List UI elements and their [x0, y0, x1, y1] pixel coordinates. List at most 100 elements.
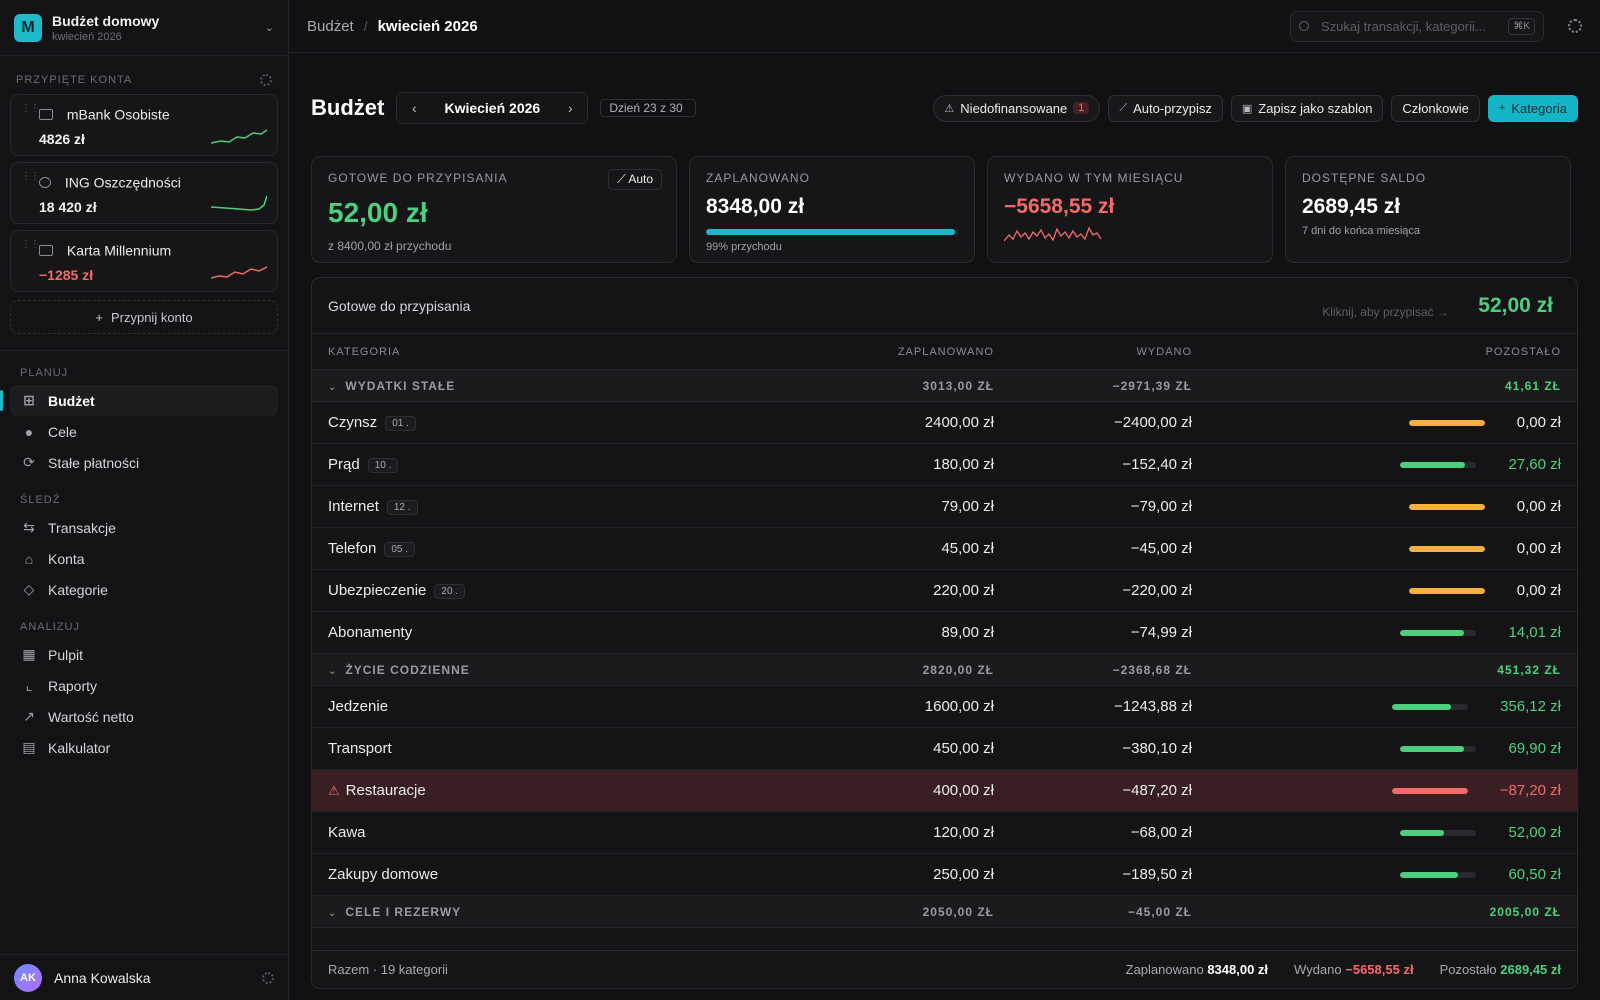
- drag-handle-icon[interactable]: ⋮⋮: [21, 171, 40, 182]
- remaining-cell: 356,12 zł: [1192, 698, 1577, 715]
- spent-cell: −189,50 zł: [1122, 866, 1192, 883]
- planned-cell[interactable]: 220,00 zł: [933, 582, 994, 599]
- usage-progress-bar: [1400, 829, 1477, 836]
- usage-progress-bar: [1392, 703, 1469, 710]
- nav-item-transactions[interactable]: ⇆ Transakcje: [10, 512, 278, 543]
- nav-item-reports[interactable]: ⌞ Raporty: [10, 670, 278, 701]
- column-header-planned[interactable]: ZAPLANOWANO: [897, 345, 994, 358]
- column-header-remaining[interactable]: POZOSTAŁO: [1485, 345, 1561, 358]
- remaining-cell: 52,00 zł: [1192, 824, 1577, 841]
- table-row[interactable]: Ubezpieczenie 20 . 220,00 zł −220,00 zł 0,00…: [312, 570, 1577, 612]
- column-header-category[interactable]: KATEGORIA: [328, 345, 401, 358]
- settings-icon[interactable]: [262, 971, 274, 984]
- bank-icon: ⌂: [24, 550, 34, 567]
- drag-handle-icon[interactable]: ⋮⋮: [21, 103, 40, 114]
- remaining-amount: 0,00 zł: [1516, 414, 1561, 431]
- card-value: −5658,55 zł: [1004, 195, 1115, 218]
- table-row[interactable]: Zakupy domowe 250,00 zł −189,50 zł 60,50 zł: [312, 854, 1577, 896]
- auto-button[interactable]: ⟋ Auto: [608, 169, 662, 190]
- planned-cell[interactable]: 120,00 zł: [933, 824, 994, 841]
- table-row[interactable]: Internet 12 . 79,00 zł −79,00 zł 0,00 zł: [312, 486, 1577, 528]
- planned-cell[interactable]: 89,00 zł: [941, 624, 994, 641]
- nav-item-goals[interactable]: ● Cele: [10, 416, 278, 447]
- add-category-button[interactable]: + Kategoria: [1487, 94, 1578, 122]
- nav-section-track: ŚLEDŹ: [20, 494, 61, 506]
- chevron-left-icon[interactable]: ‹: [411, 100, 417, 116]
- table-row[interactable]: Abonamenty 89,00 zł −74,99 zł 14,01 zł: [312, 612, 1577, 654]
- chevron-down-icon[interactable]: ⌄: [264, 22, 274, 34]
- usage-progress-bar: [1400, 745, 1477, 752]
- sidebar: M Budżet domowy kwiecień 2026 ⌄ PRZYPIĘT…: [0, 0, 289, 1000]
- planned-cell[interactable]: 1600,00 zł: [924, 698, 994, 715]
- nav-item-categories[interactable]: ◇ Kategorie: [10, 574, 278, 605]
- settings-icon[interactable]: [260, 74, 272, 86]
- planned-cell[interactable]: 450,00 zł: [933, 740, 994, 757]
- category-cell: Ubezpieczenie 20 .: [312, 582, 782, 599]
- planned-cell[interactable]: 400,00 zł: [933, 782, 994, 799]
- workspace-switcher[interactable]: M Budżet domowy kwiecień 2026 ⌄: [0, 0, 288, 56]
- category-group-row[interactable]: ⌄ WYDATKI STAŁE 3013,00 ZŁ −2971,39 ZŁ 41,61…: [312, 370, 1577, 402]
- chevron-down-icon[interactable]: ⌄: [328, 665, 338, 677]
- nav-item-net-worth[interactable]: ↗ Wartość netto: [10, 701, 278, 732]
- avatar: AK: [14, 963, 42, 992]
- ready-to-assign-row[interactable]: Gotowe do przypisania Kliknij, aby przyp…: [312, 278, 1577, 334]
- table-row[interactable]: Jedzenie 1600,00 zł −1243,88 zł 356,12 zł: [312, 686, 1577, 728]
- table-row[interactable]: Kawa 120,00 zł −68,00 zł 52,00 zł: [312, 812, 1577, 854]
- footer-spent: Wydano −5658,55 zł: [1294, 962, 1414, 977]
- pinned-account[interactable]: ⋮⋮ mBank Osobiste 4826 zł: [10, 94, 278, 156]
- nav-item-recurring[interactable]: ⟳ Stałe płatności: [10, 447, 278, 478]
- usage-progress-bar: [1400, 629, 1477, 636]
- nav-item-accounts[interactable]: ⌂ Konta: [10, 543, 278, 574]
- category-group-row[interactable]: ⌄ ŻYCIE CODZIENNE 2820,00 ZŁ −2368,68 ZŁ 451…: [312, 654, 1577, 686]
- planned-cell[interactable]: 250,00 zł: [933, 866, 994, 883]
- category-cell: Jedzenie: [312, 698, 782, 715]
- tag-icon: ◇: [23, 581, 35, 597]
- breadcrumb-root[interactable]: Budżet: [307, 17, 354, 35]
- planned-cell[interactable]: 2400,00 zł: [924, 414, 994, 431]
- nav-item-budget[interactable]: ⊞ Budżet: [0, 385, 278, 416]
- category-group-row[interactable]: ⌄ CELE I REZERWY 2050,00 ZŁ −45,00 ZŁ 2005,0…: [312, 896, 1577, 928]
- group-remaining: 41,61 ZŁ: [1504, 378, 1561, 393]
- save-template-button[interactable]: ▣ Zapisz jako szablon: [1230, 94, 1384, 122]
- month-label[interactable]: Kwiecień 2026: [444, 100, 541, 116]
- nav-item-calculator[interactable]: ▤ Kalkulator: [10, 732, 278, 763]
- chevron-down-icon[interactable]: ⌄: [328, 381, 338, 393]
- nav-item-dashboard[interactable]: ▦ Pulpit: [10, 639, 278, 670]
- remaining-amount: 0,00 zł: [1516, 582, 1561, 599]
- category-name: Restauracje: [345, 782, 426, 799]
- table-row[interactable]: Telefon 05 . 45,00 zł −45,00 zł 0,00 zł: [312, 528, 1577, 570]
- underfunded-filter-button[interactable]: ⚠ Niedofinansowane 1: [933, 94, 1101, 122]
- table-row[interactable]: ⚠ Restauracje 400,00 zł −487,20 zł −87,20 zł: [312, 770, 1577, 812]
- nav-label: Budżet: [48, 392, 95, 409]
- arrows-icon: ⇆: [23, 519, 35, 535]
- due-day-badge: 12 .: [386, 499, 418, 515]
- remaining-amount: 69,90 zł: [1508, 740, 1561, 757]
- month-navigator: ‹ Kwiecień 2026 ›: [396, 92, 589, 124]
- planned-cell[interactable]: 45,00 zł: [941, 540, 994, 557]
- table-row[interactable]: Transport 450,00 zł −380,10 zł 69,90 zł: [312, 728, 1577, 770]
- category-name: Czynsz: [328, 414, 378, 431]
- remaining-amount: 14,01 zł: [1508, 624, 1561, 641]
- remaining-amount: 0,00 zł: [1516, 498, 1561, 515]
- pinned-account[interactable]: ⋮⋮ Karta Millennium −1285 zł: [10, 230, 278, 292]
- drag-handle-icon[interactable]: ⋮⋮: [21, 239, 40, 250]
- chevron-down-icon[interactable]: ⌄: [328, 907, 338, 919]
- card-title: DOSTĘPNE SALDO: [1302, 171, 1427, 185]
- table-row[interactable]: Prąd 10 . 180,00 zł −152,40 zł 27,60 zł: [312, 444, 1577, 486]
- table-row[interactable]: Czynsz 01 . 2400,00 zł −2400,00 zł 0,00 zł: [312, 402, 1577, 444]
- chevron-right-icon[interactable]: ›: [567, 100, 573, 116]
- members-button[interactable]: Członkowie: [1391, 94, 1480, 122]
- remaining-amount: 0,00 zł: [1516, 540, 1561, 557]
- planned-cell[interactable]: 180,00 zł: [933, 456, 994, 473]
- search-input[interactable]: Szukaj transakcji, kategorii... ⌘K: [1290, 10, 1544, 42]
- ready-label: Gotowe do przypisania: [328, 297, 471, 314]
- footer-remaining-label: Pozostało: [1439, 962, 1497, 977]
- pinned-account[interactable]: ⋮⋮ ING Oszczędności 18 420 zł: [10, 162, 278, 224]
- planned-cell[interactable]: 79,00 zł: [941, 498, 994, 515]
- remaining-cell: 69,90 zł: [1192, 740, 1577, 757]
- column-header-spent[interactable]: WYDANO: [1136, 345, 1192, 358]
- pin-account-button[interactable]: + Przypnij konto: [10, 300, 278, 334]
- user-menu[interactable]: AK Anna Kowalska: [0, 954, 288, 1000]
- usage-progress-fill: [1391, 787, 1468, 794]
- auto-assign-button[interactable]: ⟋ Auto-przypisz: [1108, 94, 1223, 122]
